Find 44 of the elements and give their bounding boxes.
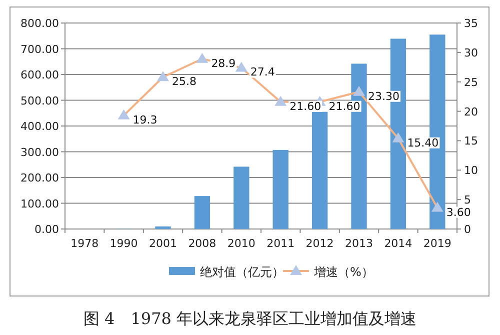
- y2-tick-label: 5: [464, 194, 471, 207]
- bar: [312, 112, 328, 229]
- data-label: 3.60: [446, 206, 471, 219]
- x-tick-label: 2012: [306, 237, 334, 250]
- y-tick-label: 700.00: [20, 42, 59, 56]
- x-tick-label: 2008: [188, 237, 216, 250]
- data-label: 21.60: [290, 100, 322, 113]
- bar: [234, 166, 250, 229]
- y2-tick-label: 10: [464, 164, 478, 178]
- y2-tick-label: 35: [464, 17, 478, 30]
- y2-tick-label: 0: [464, 223, 471, 236]
- y-tick-label: 0.00: [34, 223, 59, 236]
- y-tick-label: 500.00: [20, 94, 59, 108]
- y-tick-label: 800.00: [20, 17, 59, 30]
- x-tick-label: 2011: [266, 237, 295, 250]
- data-label: 15.40: [407, 136, 439, 150]
- bar: [155, 226, 171, 229]
- data-label: 28.9: [211, 56, 236, 70]
- data-label: 25.8: [172, 75, 196, 88]
- legend-label: 增速（%）: [313, 265, 374, 279]
- x-tick-label: 2001: [149, 237, 177, 250]
- y-tick-label: 600.00: [20, 68, 59, 82]
- x-tick-label: 2010: [227, 237, 256, 250]
- y-tick-label: 200.00: [20, 172, 59, 184]
- data-label: 21.60: [328, 100, 360, 113]
- bar: [272, 150, 288, 229]
- x-tick-label: 2019: [423, 237, 452, 250]
- data-label: 27.4: [250, 66, 275, 79]
- x-tick-label: 2014: [384, 237, 412, 250]
- x-tick-label: 1990: [110, 237, 138, 250]
- y2-tick-label: 30: [464, 46, 478, 60]
- y-tick-label: 400.00: [20, 120, 59, 133]
- y2-tick-label: 25: [464, 76, 478, 89]
- x-tick-label: 2013: [345, 237, 373, 250]
- y-tick-label: 300.00: [20, 146, 59, 159]
- x-tick-label: 1978: [70, 237, 99, 250]
- y2-tick-label: 15: [464, 134, 478, 148]
- data-label: 23.30: [368, 90, 400, 103]
- bar: [194, 196, 210, 229]
- y2-tick-label: 20: [464, 105, 478, 118]
- data-label: 19.3: [132, 113, 158, 126]
- legend-label: 绝对值（亿元）: [200, 265, 284, 279]
- y-tick-label: 100.00: [20, 197, 59, 210]
- text: 图 4 1978 年以来龙泉驿区工业增加值及增速: [83, 309, 417, 328]
